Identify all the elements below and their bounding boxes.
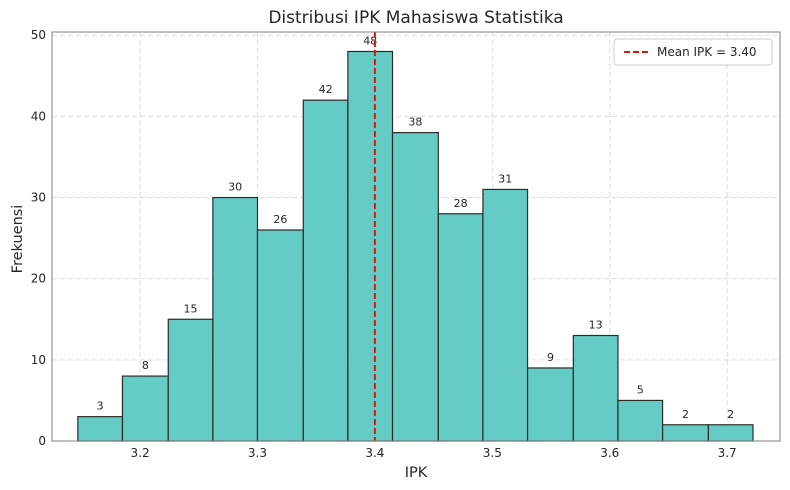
y-tick-label: 20 <box>31 272 46 286</box>
histogram-bar <box>212 196 259 442</box>
bar-value-label: 48 <box>363 34 377 47</box>
histogram-bar <box>707 424 754 442</box>
y-tick-label: 10 <box>31 353 46 367</box>
bar-value-label: 38 <box>408 116 422 129</box>
y-tick-label: 40 <box>31 109 46 123</box>
histogram-bar <box>391 132 439 442</box>
histogram-bar <box>256 229 304 442</box>
y-tick-label: 0 <box>38 434 46 448</box>
bar-value-label: 13 <box>589 319 603 332</box>
histogram-bar <box>661 424 709 442</box>
plot-frame <box>51 31 781 442</box>
x-tick-label: 3.5 <box>483 446 502 460</box>
histogram-bar <box>302 99 349 442</box>
x-tick-label: 3.4 <box>365 446 384 460</box>
histogram-bar <box>347 50 394 442</box>
x-tick-label: 3.2 <box>131 446 150 460</box>
x-tick-label: 3.6 <box>600 446 619 460</box>
bar-value-label: 30 <box>228 181 242 194</box>
histogram-bar <box>482 188 529 442</box>
histogram-bar <box>617 399 664 442</box>
bar-value-label: 28 <box>454 197 468 210</box>
chart-title: Distribusi IPK Mahasiswa Statistika <box>268 8 563 28</box>
histogram-bar <box>77 416 124 442</box>
legend: Mean IPK = 3.40 <box>613 38 773 66</box>
y-tick-label: 30 <box>31 191 46 205</box>
histogram-bar <box>572 334 619 442</box>
bar-value-label: 8 <box>142 359 149 372</box>
x-ticks-group: 3.2 3.3 3.4 3.5 3.6 3.7 <box>131 446 737 460</box>
bar-value-label: 26 <box>273 213 287 226</box>
bar-value-label: 3 <box>97 400 104 413</box>
bars-group <box>77 50 754 442</box>
bar-value-label: 31 <box>498 172 512 185</box>
bar-value-label: 2 <box>682 408 689 421</box>
bar-value-label: 42 <box>319 83 333 96</box>
x-axis-label: IPK <box>405 465 428 481</box>
x-tick-label: 3.3 <box>248 446 267 460</box>
x-tick-label: 3.7 <box>718 446 737 460</box>
histogram-bar <box>121 375 169 442</box>
bar-value-label: 5 <box>637 383 644 396</box>
histogram-bar <box>526 367 574 442</box>
bar-value-label: 9 <box>547 351 554 364</box>
bar-value-label: 2 <box>727 408 734 421</box>
legend-label: Mean IPK = 3.40 <box>657 45 757 59</box>
y-axis-label: Frekuensi <box>10 205 26 274</box>
y-tick-label: 50 <box>31 28 46 42</box>
bar-value-label: 15 <box>184 302 198 315</box>
y-ticks-group: 0 10 20 30 40 50 <box>31 28 46 448</box>
histogram-bar <box>167 318 214 442</box>
histogram-bar <box>437 213 484 442</box>
legend-box <box>613 38 773 66</box>
